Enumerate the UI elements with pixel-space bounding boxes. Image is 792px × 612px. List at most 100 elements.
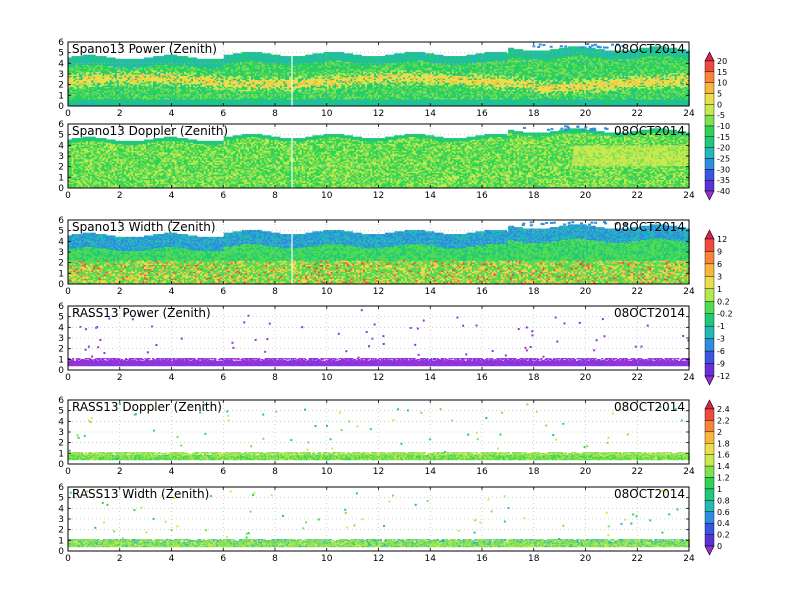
colorbar-label: 0 — [717, 542, 722, 551]
colorbar-swatch — [705, 432, 714, 443]
colorbar-label: 6 — [717, 260, 722, 269]
x-tick-label: 16 — [476, 554, 488, 564]
colorbar-label: 2.2 — [717, 416, 730, 425]
colorbar-label: 1.2 — [717, 474, 730, 483]
colorbar-label: 1.6 — [717, 451, 730, 460]
x-tick-label: 22 — [632, 287, 643, 297]
colorbar-swatch — [705, 364, 714, 376]
colorbar-swatch — [705, 104, 714, 115]
panel-title: Spano13 Power (Zenith) — [72, 42, 217, 56]
colorbar-label: 1.8 — [717, 439, 730, 448]
y-tick-label: 1 — [58, 536, 64, 546]
colorbar-swatch — [705, 72, 714, 83]
y-tick-label: 3 — [58, 248, 64, 258]
x-tick-label: 14 — [425, 467, 437, 477]
x-tick-label: 24 — [683, 373, 695, 383]
colorbar-swatch — [705, 137, 714, 148]
x-tick-label: 16 — [476, 467, 488, 477]
x-tick-label: 12 — [373, 191, 384, 201]
colorbar-swatch — [705, 443, 714, 454]
panel-title: RASS13 Width (Zenith) — [72, 487, 209, 501]
x-tick-label: 0 — [65, 287, 71, 297]
colorbar-swatch — [705, 289, 714, 301]
x-tick-label: 22 — [632, 191, 643, 201]
x-tick-label: 14 — [425, 373, 437, 383]
panel-title: RASS13 Power (Zenith) — [72, 306, 211, 320]
x-tick-label: 12 — [373, 373, 384, 383]
colorbar-label: -3 — [717, 335, 725, 344]
x-tick-label: 10 — [321, 191, 333, 201]
colorbar-swatch — [705, 489, 714, 500]
y-tick-label: 1 — [58, 173, 64, 183]
y-tick-label: 2 — [58, 81, 64, 91]
x-tick-label: 4 — [169, 109, 175, 119]
colorbar-label: 9 — [717, 247, 722, 256]
y-tick-label: 1 — [58, 449, 64, 459]
x-tick-label: 8 — [272, 467, 278, 477]
colorbar-label: 1 — [717, 485, 722, 494]
colorbar-label: -6 — [717, 347, 725, 356]
colorbar-swatch — [705, 523, 714, 534]
colorbar-label: 5 — [717, 90, 722, 99]
x-tick-label: 4 — [169, 373, 175, 383]
x-tick-label: 2 — [117, 191, 123, 201]
x-tick-label: 10 — [321, 373, 333, 383]
x-tick-label: 4 — [169, 191, 175, 201]
colorbar-swatch — [705, 148, 714, 159]
y-tick-label: 2 — [58, 259, 64, 269]
x-tick-label: 16 — [476, 191, 488, 201]
x-tick-label: 14 — [425, 109, 437, 119]
y-tick-label: 6 — [58, 38, 64, 48]
colorbar-label: 2.4 — [717, 405, 730, 414]
x-tick-label: 18 — [528, 109, 540, 119]
colorbar-label: -5 — [717, 111, 725, 120]
x-tick-label: 20 — [580, 191, 592, 201]
colorbar-label: 10 — [717, 79, 727, 88]
x-tick-label: 8 — [272, 373, 278, 383]
colorbar-swatch — [705, 251, 714, 263]
colorbar-swatch — [705, 159, 714, 170]
colorbar-label: -1 — [717, 322, 725, 331]
x-tick-label: 12 — [373, 554, 384, 564]
y-tick-label: 0 — [58, 460, 64, 470]
x-tick-label: 18 — [528, 373, 540, 383]
x-tick-label: 8 — [272, 554, 278, 564]
colorbar-label: 1 — [717, 285, 722, 294]
panel-date: 08OCT2014 — [614, 306, 685, 320]
colorbar-swatch — [705, 500, 714, 511]
colorbar-swatch — [705, 301, 714, 313]
y-tick-label: 1 — [58, 355, 64, 365]
panel-date: 08OCT2014 — [614, 400, 685, 414]
x-tick-label: 24 — [683, 467, 695, 477]
colorbar-swatch — [705, 83, 714, 94]
y-tick-label: 5 — [58, 407, 64, 417]
colorbar-cap — [705, 400, 714, 409]
colorbar-swatch — [705, 466, 714, 477]
x-tick-label: 4 — [169, 467, 175, 477]
colorbar-label: 0.6 — [717, 508, 730, 517]
x-tick-label: 12 — [373, 287, 384, 297]
colorbar-swatch — [705, 61, 714, 72]
colorbar-label: -30 — [717, 165, 730, 174]
y-tick-label: 3 — [58, 70, 64, 80]
y-tick-label: 6 — [58, 216, 64, 226]
colorbar-cap — [705, 376, 714, 385]
panel-title: Spano13 Width (Zenith) — [72, 220, 216, 234]
x-tick-label: 2 — [117, 373, 123, 383]
colorbar-swatch — [705, 239, 714, 251]
x-tick-label: 12 — [373, 109, 384, 119]
y-tick-label: 6 — [58, 483, 64, 493]
y-tick-label: 1 — [58, 91, 64, 101]
y-tick-label: 0 — [58, 184, 64, 194]
x-tick-label: 14 — [425, 287, 437, 297]
colorbar-label: -40 — [717, 187, 730, 196]
colorbar-swatch — [705, 264, 714, 276]
x-tick-label: 20 — [580, 287, 592, 297]
x-tick-label: 20 — [580, 554, 592, 564]
x-tick-label: 18 — [528, 287, 540, 297]
x-tick-label: 18 — [528, 191, 540, 201]
x-tick-label: 8 — [272, 109, 278, 119]
x-tick-label: 6 — [220, 109, 226, 119]
